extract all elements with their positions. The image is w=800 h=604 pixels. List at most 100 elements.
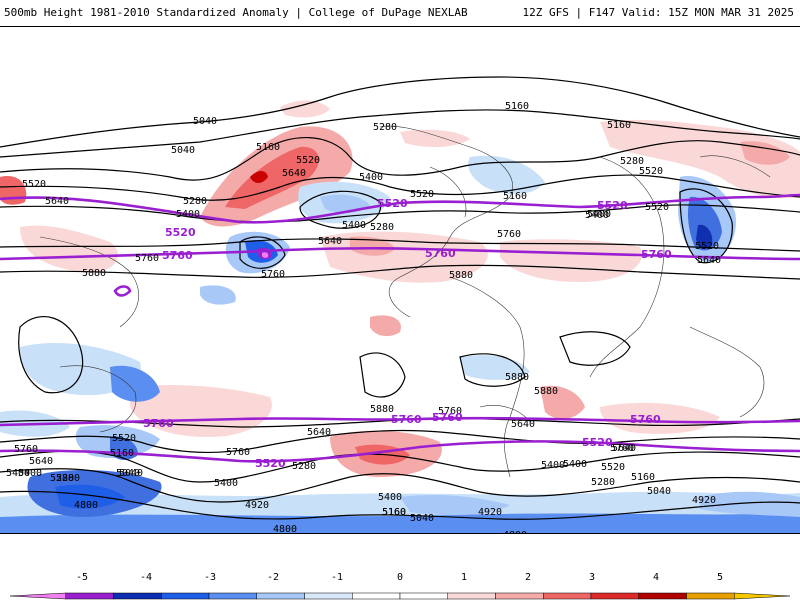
- contour-label: 4800: [273, 524, 297, 533]
- contour-label: 5400: [359, 172, 383, 183]
- highlight-label: 5520: [165, 226, 196, 239]
- contour-label: 5160: [607, 120, 631, 131]
- contour-label: 5400: [585, 210, 609, 221]
- contour-label: 5280: [292, 461, 316, 472]
- colorbar-bin: [352, 592, 401, 600]
- highlight-label: 5760: [162, 249, 193, 262]
- colorbar-bin: [304, 592, 353, 600]
- contour-label: 4920: [245, 500, 269, 511]
- contour-label: 5520: [601, 462, 625, 473]
- contour-label: 5640: [45, 196, 69, 207]
- contour-label: 5640: [29, 456, 53, 467]
- colorbar-bin: [495, 592, 544, 600]
- contour-label: 5160: [631, 472, 655, 483]
- contour-label: 5280: [183, 196, 207, 207]
- contour-label: 5640: [697, 255, 721, 266]
- contour-label: 5160: [505, 101, 529, 112]
- run-info: 12Z GFS | F147 Valid: 15Z MON MAR 31 202…: [522, 6, 794, 19]
- colorbar-tick: 2: [524, 572, 532, 583]
- map-panel: 5160 5040 5040 5160 5280 5520 5640 5400 …: [0, 26, 800, 534]
- contour-label: 5160: [256, 142, 280, 153]
- colorbar-bin: [399, 592, 448, 600]
- contour-label: 5760: [135, 253, 159, 264]
- contour-label: 5520: [639, 166, 663, 177]
- colorbar-tick: -2: [266, 572, 280, 583]
- contour-label: 5760: [497, 229, 521, 240]
- colorbar-bin: [65, 592, 114, 600]
- contour-label: 5760: [438, 406, 462, 417]
- contour-label: 5520: [645, 202, 669, 213]
- contour-label: 5640: [511, 419, 535, 430]
- header: 500mb Height 1981-2010 Standardized Anom…: [0, 0, 800, 26]
- contour-label: 5640: [612, 443, 636, 454]
- contour-label: 5400: [587, 209, 611, 220]
- highlight-label: 5520: [582, 436, 613, 449]
- height-contours: [0, 76, 800, 520]
- colorbar-tick: 0: [396, 572, 404, 583]
- coastlines: [39, 125, 771, 478]
- contour-label: 5880: [82, 268, 106, 279]
- contour-label: 5640: [282, 168, 306, 179]
- colorbar-bin: [686, 592, 735, 600]
- colorbar: -5 -4 -3 -2 -1 0 1 2 3 4 5: [0, 572, 800, 600]
- highlight-contours: [0, 193, 800, 463]
- contour-label: 5400: [18, 468, 42, 479]
- colorbar-bin: [161, 592, 210, 600]
- contour-label: 5400: [6, 468, 30, 479]
- contour-label: 5880: [449, 270, 473, 281]
- highlight-label: 5760: [143, 417, 174, 430]
- contour-label: 5040: [119, 468, 143, 479]
- contour-label: 5640: [307, 427, 331, 438]
- colorbar-tick: 3: [588, 572, 596, 583]
- colorbar-tick: -5: [75, 572, 89, 583]
- contour-label: 5880: [505, 372, 529, 383]
- highlight-label: 5760: [432, 411, 463, 424]
- contour-label: 5280: [370, 222, 394, 233]
- colorbar-bin: [590, 592, 639, 600]
- highlight-label: 5760: [641, 248, 672, 261]
- contour-label: 5400: [563, 459, 587, 470]
- contour-label: 5280: [591, 477, 615, 488]
- colorbar-bin: [638, 592, 687, 600]
- contour-label: 5040: [647, 486, 671, 497]
- contour-label: 5400: [378, 492, 402, 503]
- contour-label: 5400: [342, 220, 366, 231]
- contour-label: 5400: [176, 209, 200, 220]
- highlight-labels: 5520 5760 5520 5760 5520 5760 5760 5760 …: [143, 197, 672, 470]
- contour-label: 5640: [318, 236, 342, 247]
- contour-label: 5520: [410, 189, 434, 200]
- contour-label: 5040: [116, 468, 140, 479]
- colorbar-bin: [543, 592, 592, 600]
- contour-label: 5400: [541, 460, 565, 471]
- contour-label: 5280: [620, 156, 644, 167]
- highlight-label: 5520: [255, 457, 286, 470]
- contour-label: 5520: [695, 241, 719, 252]
- colorbar-bin: [256, 592, 305, 600]
- colorbar-tick: -3: [203, 572, 217, 583]
- contour-label: 4920: [692, 495, 716, 506]
- colorbar-bin: [734, 592, 791, 600]
- contour-label: 5160: [503, 191, 527, 202]
- colorbar-tick: 5: [716, 572, 724, 583]
- colorbar-bin: [9, 592, 66, 600]
- contour-label: 5040: [171, 145, 195, 156]
- colorbar-tick: 1: [460, 572, 468, 583]
- highlight-label: 5760: [425, 247, 456, 260]
- colorbar-bin: [447, 592, 496, 600]
- contour-label: 4800: [74, 500, 98, 511]
- contour-label: 5760: [226, 447, 250, 458]
- colorbar-tick: 4: [652, 572, 660, 583]
- colorbar-bin: [113, 592, 162, 600]
- positive-anomalies: [0, 100, 800, 477]
- contour-label: 4800: [503, 530, 527, 533]
- colorbar-svg: [9, 592, 791, 600]
- contour-label: 5880: [370, 404, 394, 415]
- contour-label: 5280: [56, 473, 80, 484]
- contour-label: 5040: [193, 116, 217, 127]
- colorbar-bin: [208, 592, 257, 600]
- contour-label: 5760: [261, 269, 285, 280]
- contour-label: 5280: [50, 473, 74, 484]
- colorbar-tick: -4: [139, 572, 153, 583]
- contour-label: 5040: [410, 513, 434, 524]
- highlight-label: 5520: [377, 197, 408, 210]
